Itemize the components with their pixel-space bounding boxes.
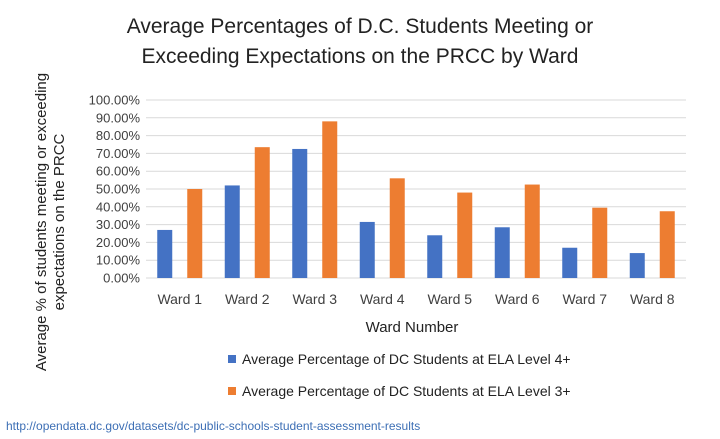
bar-ward-5-series-2 <box>457 192 473 278</box>
x-tick-label: Ward 5 <box>427 291 472 307</box>
y-tick-label: 30.00% <box>96 217 141 232</box>
bar-ward-5-series-1 <box>427 235 443 278</box>
y-axis-title-line-2: expectations on the PRCC <box>51 133 68 310</box>
y-tick-label: 40.00% <box>96 199 141 214</box>
x-tick-label: Ward 1 <box>157 291 202 307</box>
y-axis-ticks: 0.00% 10.00% 20.00% 30.00% 40.00% 50.00% 60.00… <box>89 93 141 286</box>
bars <box>157 121 675 278</box>
y-axis-title-line-1: Average % of students meeting or exceedi… <box>33 73 50 371</box>
y-tick-label: 20.00% <box>96 235 141 250</box>
x-tick-label: Ward 8 <box>630 291 675 307</box>
y-tick-label: 50.00% <box>96 182 141 197</box>
source-link[interactable]: http://opendata.dc.gov/datasets/dc-publi… <box>6 419 421 433</box>
y-tick-label: 90.00% <box>96 110 141 125</box>
legend-item-level4: Average Percentage of DC Students at ELA… <box>228 349 571 369</box>
legend: Average Percentage of DC Students at ELA… <box>228 349 571 413</box>
y-tick-label: 80.00% <box>96 128 141 143</box>
bar-ward-4-series-2 <box>389 178 405 278</box>
x-tick-label: Ward 3 <box>292 291 337 307</box>
x-tick-label: Ward 4 <box>360 291 405 307</box>
x-tick-label: Ward 2 <box>225 291 270 307</box>
bar-ward-1-series-2 <box>187 189 203 278</box>
bar-ward-3-series-2 <box>322 121 338 278</box>
legend-label-level3: Average Percentage of DC Students at ELA… <box>242 383 571 399</box>
legend-label-level4: Average Percentage of DC Students at ELA… <box>242 351 571 367</box>
x-tick-label: Ward 7 <box>562 291 607 307</box>
chart-title-line-2: Exceeding Expectations on the PRCC by Wa… <box>141 45 579 68</box>
legend-swatch-level3 <box>228 387 236 395</box>
bar-ward-2-series-2 <box>254 147 270 278</box>
x-axis-ticks: Ward 1 Ward 2 Ward 3 Ward 4 Ward 5 Ward 6 Ward… <box>157 291 674 307</box>
legend-item-level3: Average Percentage of DC Students at ELA… <box>228 381 571 401</box>
y-tick-label: 70.00% <box>96 146 141 161</box>
bar-ward-2-series-1 <box>224 185 240 278</box>
chart-title: Average Percentages of D.C. Students Mee… <box>60 12 660 72</box>
legend-swatch-level4 <box>228 355 236 363</box>
y-tick-label: 0.00% <box>103 271 140 286</box>
x-axis-title: Ward Number <box>366 319 459 336</box>
bar-ward-4-series-1 <box>359 221 375 278</box>
bar-ward-6-series-2 <box>524 184 540 278</box>
bar-ward-8-series-1 <box>629 253 645 278</box>
bar-ward-3-series-1 <box>292 148 308 278</box>
y-tick-label: 10.00% <box>96 253 141 268</box>
x-tick-label: Ward 6 <box>495 291 540 307</box>
bar-ward-1-series-1 <box>157 229 173 278</box>
bar-ward-7-series-1 <box>562 247 578 278</box>
y-tick-label: 60.00% <box>96 164 141 179</box>
bar-ward-7-series-2 <box>592 207 608 278</box>
bar-ward-6-series-1 <box>494 227 510 278</box>
chart-title-line-1: Average Percentages of D.C. Students Mee… <box>126 15 594 38</box>
y-tick-label: 100.00% <box>89 93 141 108</box>
bar-ward-8-series-2 <box>659 211 675 278</box>
